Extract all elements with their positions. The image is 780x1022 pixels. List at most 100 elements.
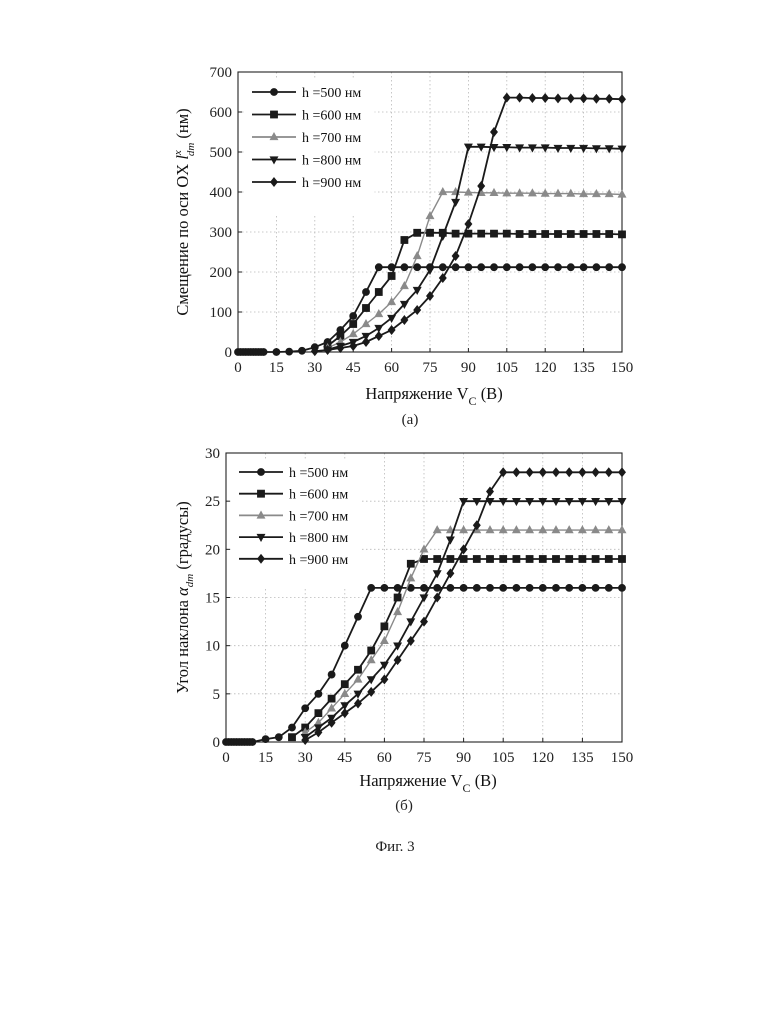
data-point bbox=[460, 584, 467, 591]
y-tick-label: 700 bbox=[210, 65, 233, 81]
data-point bbox=[341, 681, 348, 688]
data-point bbox=[566, 584, 573, 591]
data-point bbox=[275, 734, 282, 741]
data-point bbox=[434, 555, 441, 562]
data-point bbox=[593, 94, 600, 103]
legend-marker bbox=[257, 490, 264, 497]
data-point bbox=[375, 288, 382, 295]
data-point bbox=[542, 94, 549, 103]
data-point bbox=[567, 264, 574, 271]
data-point bbox=[426, 212, 434, 219]
data-point bbox=[401, 264, 408, 271]
data-point bbox=[592, 190, 600, 197]
data-point bbox=[512, 526, 520, 533]
data-point bbox=[328, 671, 335, 678]
data-point bbox=[513, 468, 520, 477]
legend-label: h =500 нм bbox=[289, 466, 348, 481]
data-point bbox=[439, 233, 447, 240]
x-tick-label: 90 bbox=[461, 360, 476, 376]
data-point bbox=[298, 347, 305, 354]
data-point bbox=[413, 252, 421, 259]
y-tick-label: 500 bbox=[210, 145, 233, 161]
data-point bbox=[490, 230, 497, 237]
data-point bbox=[618, 584, 625, 591]
x-tick-label: 75 bbox=[417, 750, 432, 766]
data-point bbox=[605, 584, 612, 591]
x-tick-label: 150 bbox=[611, 750, 634, 766]
data-point bbox=[554, 264, 561, 271]
data-point bbox=[592, 468, 599, 477]
x-tick-label: 60 bbox=[384, 360, 399, 376]
figure: 0153045607590105120135150010020030040050… bbox=[0, 0, 780, 1022]
data-point bbox=[452, 264, 459, 271]
x-tick-label: 75 bbox=[423, 360, 438, 376]
data-point bbox=[400, 282, 408, 289]
data-point bbox=[500, 584, 507, 591]
data-point bbox=[503, 230, 510, 237]
legend: h =500 нмh =600 нмh =700 нмh =800 нмh =9… bbox=[231, 460, 361, 588]
data-point bbox=[473, 584, 480, 591]
data-point bbox=[473, 555, 480, 562]
data-point bbox=[350, 320, 357, 327]
data-point bbox=[503, 93, 510, 102]
data-point bbox=[593, 264, 600, 271]
x-tick-label: 150 bbox=[611, 360, 634, 376]
data-point bbox=[539, 526, 547, 533]
data-point bbox=[606, 94, 613, 103]
x-tick-label: 135 bbox=[571, 750, 594, 766]
data-point bbox=[388, 326, 395, 335]
data-point bbox=[460, 526, 468, 533]
x-tick-label: 135 bbox=[572, 360, 595, 376]
data-point bbox=[414, 229, 421, 236]
data-point bbox=[465, 264, 472, 271]
y-axis-label: Угол наклона αdm (градусы) bbox=[173, 501, 196, 694]
data-point bbox=[354, 666, 361, 673]
data-point bbox=[368, 647, 375, 654]
series-line bbox=[328, 192, 622, 348]
data-point bbox=[503, 264, 510, 271]
data-point bbox=[439, 188, 447, 195]
data-point bbox=[552, 584, 559, 591]
y-tick-label: 0 bbox=[225, 345, 233, 361]
data-point bbox=[554, 189, 562, 196]
data-point bbox=[552, 468, 559, 477]
data-point bbox=[592, 526, 600, 533]
legend-label: h =500 нм bbox=[302, 86, 361, 101]
data-point bbox=[401, 236, 408, 243]
data-point bbox=[567, 94, 574, 103]
data-point bbox=[490, 264, 497, 271]
data-point bbox=[288, 724, 295, 731]
x-tick-label: 45 bbox=[337, 750, 352, 766]
data-point bbox=[478, 264, 485, 271]
data-point bbox=[618, 95, 625, 104]
data-point bbox=[579, 468, 586, 477]
series-line bbox=[226, 588, 622, 742]
data-point bbox=[465, 220, 472, 229]
y-tick-label: 30 bbox=[205, 446, 220, 462]
data-point bbox=[414, 264, 421, 271]
data-point bbox=[542, 230, 549, 237]
data-point bbox=[526, 526, 534, 533]
data-point bbox=[434, 584, 441, 591]
x-tick-label: 120 bbox=[532, 750, 555, 766]
data-point bbox=[565, 526, 573, 533]
data-point bbox=[273, 348, 280, 355]
panel-label: (а) bbox=[402, 412, 419, 428]
legend-label: h =900 нм bbox=[289, 553, 348, 568]
data-point bbox=[380, 637, 388, 644]
y-tick-label: 300 bbox=[210, 225, 233, 241]
y-tick-label: 600 bbox=[210, 105, 233, 121]
data-point bbox=[478, 182, 485, 191]
data-point bbox=[350, 312, 357, 319]
legend-label: h =900 нм bbox=[302, 176, 361, 191]
data-point bbox=[249, 738, 256, 745]
data-point bbox=[407, 574, 415, 581]
legend-label: h =700 нм bbox=[289, 509, 348, 524]
data-point bbox=[439, 264, 446, 271]
data-point bbox=[388, 272, 395, 279]
data-point bbox=[566, 555, 573, 562]
data-point bbox=[578, 526, 586, 533]
legend-marker bbox=[270, 88, 277, 95]
x-tick-label: 30 bbox=[298, 750, 313, 766]
x-tick-label: 15 bbox=[269, 360, 284, 376]
